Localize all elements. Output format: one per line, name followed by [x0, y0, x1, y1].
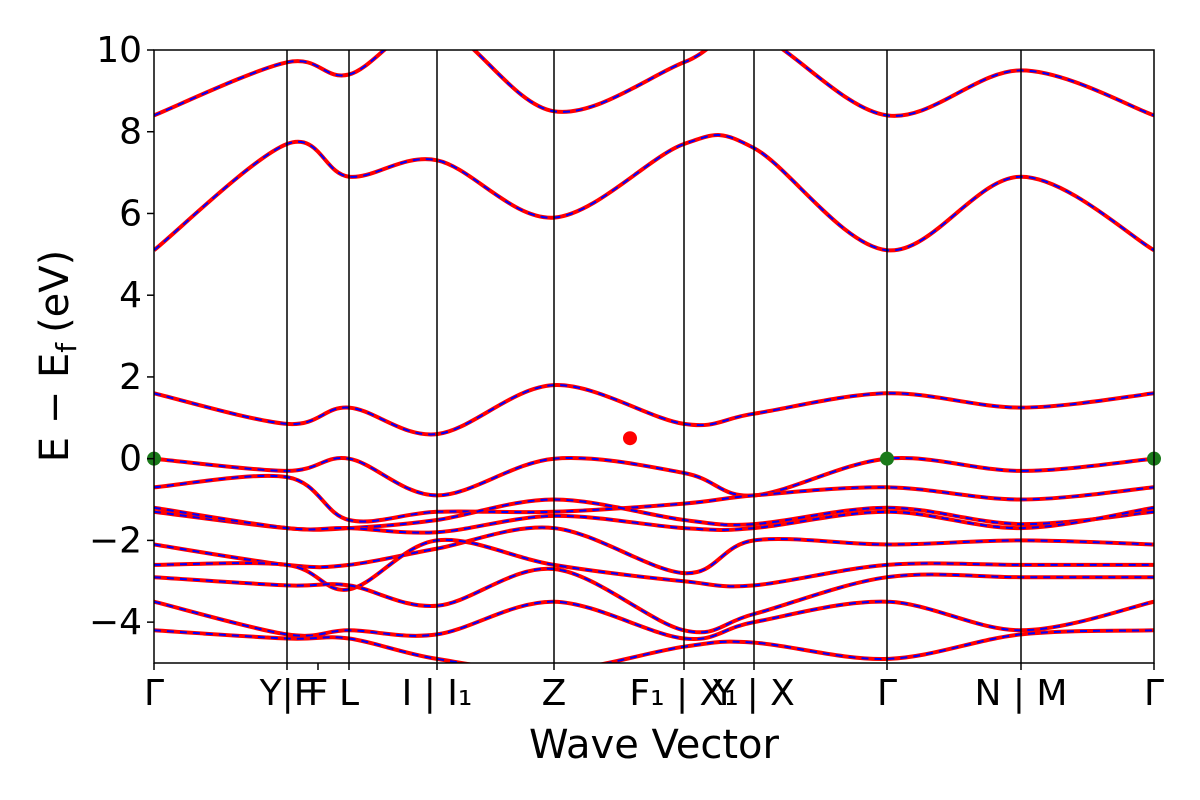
bands-layer: [154, 50, 1154, 663]
band-4-spin-up: [154, 456, 1154, 498]
band-edge-marker-3: [623, 431, 637, 446]
band-5-spin-down: [154, 474, 1154, 523]
y-axis-label-main: E − E: [32, 353, 78, 463]
x-tick-label-4: I | I₁: [402, 673, 473, 714]
x-tick-label-2: F: [308, 673, 329, 714]
x-tick-label-10: Γ: [1144, 673, 1164, 714]
y-tick-label-2: 0: [119, 439, 142, 480]
band-7-spin-up: [154, 505, 1154, 535]
x-tick-label-6: F₁ | X₁: [629, 673, 738, 714]
y-axis-label: E − Ef (eV): [32, 250, 83, 463]
x-tick-label-0: Γ: [144, 673, 164, 714]
band-11-spin-up: [154, 599, 1154, 642]
x-tick-label-1: Y|F: [259, 673, 315, 714]
y-axis-label-sub: f: [50, 342, 83, 353]
y-tick-label-1: −2: [89, 520, 142, 561]
plot-frame: [153, 49, 1155, 664]
band-8-spin-down: [154, 526, 1154, 575]
band-2-spin-down: [154, 134, 1154, 252]
band-3-spin-down: [154, 384, 1154, 436]
band-11-spin-down: [154, 600, 1154, 641]
y-axis-ticks: −4 −2 0 2 4 6 8 10: [89, 30, 154, 643]
markers-layer: [147, 431, 1161, 466]
y-tick-label-7: 10: [96, 30, 142, 71]
x-axis-label: Wave Vector: [529, 722, 780, 768]
band-9-spin-down: [154, 538, 1154, 591]
band-10-spin-down: [154, 567, 1154, 634]
y-tick-label-0: −4: [89, 602, 142, 643]
y-tick-label-4: 4: [119, 275, 142, 316]
y-tick-label-5: 6: [119, 193, 142, 234]
y-axis-label-unit: (eV): [32, 250, 78, 333]
x-tick-label-8: Γ: [877, 673, 897, 714]
band-2-spin-up: [154, 133, 1154, 253]
band-1-spin-up: [154, 50, 1154, 118]
x-axis-ticks: Γ Y|FF L I | I₁ Z F₁ | X₁Y | X Γ N | M Γ: [144, 663, 1164, 714]
band-edge-marker-1: [880, 451, 894, 466]
band-1-spin-down: [154, 50, 1154, 117]
x-tick-label-3: L: [339, 673, 359, 714]
kpoint-lines: [286, 50, 1022, 663]
y-tick-label-3: 2: [119, 357, 142, 398]
band-12-spin-down: [154, 629, 1154, 663]
x-tick-label-7: Y | X: [712, 673, 795, 714]
x-tick-label-9: N | M: [974, 673, 1067, 714]
band-7-spin-down: [154, 506, 1154, 534]
band-3-spin-up: [154, 383, 1154, 437]
x-tick-label-5: Z: [542, 673, 567, 714]
band-4-spin-down: [154, 457, 1154, 497]
y-tick-label-6: 8: [119, 112, 142, 153]
